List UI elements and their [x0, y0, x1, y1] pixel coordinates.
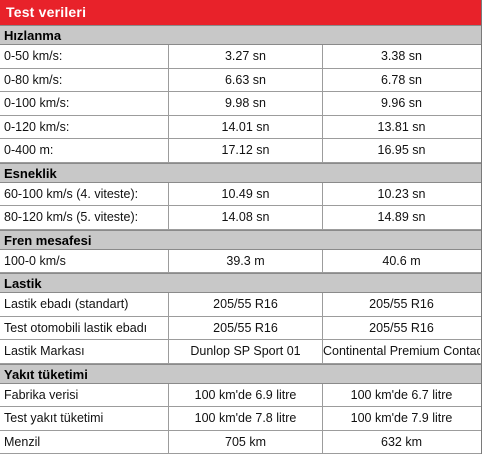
section-header: Lastik — [0, 273, 481, 293]
table-row: 0-50 km/s: 3.27 sn 3.38 sn — [0, 45, 481, 69]
row-label: Menzil — [4, 434, 41, 449]
table-row: Test yakıt tüketimi 100 km'de 7.8 litre 10… — [0, 407, 481, 431]
car-2-value: 205/55 R16 — [322, 316, 480, 339]
row-label: Lastik Markası — [4, 344, 85, 358]
row-label: Lastik ebadı (standart) — [4, 297, 129, 311]
table-row: Test otomobili lastik ebadı 205/55 R16 205… — [0, 316, 481, 340]
car-1-value: 100 km'de 6.9 litre — [168, 383, 322, 406]
table-row: 100-0 km/s 39.3 m 40.6 m — [0, 249, 481, 273]
car-2-value: 14.89 sn — [322, 206, 480, 229]
car-2-value: 40.6 m — [322, 249, 480, 272]
car-2-value: 10.23 sn — [322, 182, 480, 205]
table-row: Lastik ebadı (standart) 205/55 R16 205/55 … — [0, 293, 481, 317]
row-label: 80-120 km/s (5. viteste): — [4, 210, 139, 224]
car-1-value: 205/55 R16 — [168, 316, 322, 339]
car-1-value: 205/55 R16 — [168, 293, 322, 316]
row-label: 0-400 m: — [4, 143, 54, 157]
car-2-value: 100 km'de 7.9 litre — [322, 407, 480, 430]
car-2-value: 632 km — [322, 430, 480, 453]
row-label: 100-0 km/s — [4, 253, 66, 268]
car-2-value: 6.78 sn — [322, 68, 480, 91]
row-label: 0-50 km/s: — [4, 49, 63, 63]
section-header: Fren mesafesi — [0, 229, 481, 250]
car-1-value: 3.27 sn — [168, 45, 322, 68]
car-2-value: 3.38 sn — [322, 45, 480, 68]
table-row: 0-100 km/s: 9.98 sn 9.96 sn — [0, 92, 481, 116]
car-2-value: 205/55 R16 — [322, 293, 480, 316]
table-row: Lastik Markası Dunlop SP Sport 01 Continen… — [0, 340, 481, 364]
row-label: Test yakıt tüketimi — [4, 411, 104, 425]
row-label: Fabrika verisi — [4, 387, 79, 402]
row-label: 0-120 km/s: — [4, 119, 70, 134]
row-label: 60-100 km/s (4. viteste): — [4, 186, 139, 201]
car-1-value: 9.98 sn — [168, 92, 322, 115]
table-row: 60-100 km/s (4. viteste): 10.49 sn 10.23 s… — [0, 182, 481, 206]
table-row: Menzil 705 km 632 km — [0, 430, 481, 454]
table-title: Test verileri — [0, 0, 481, 25]
table-row: 80-120 km/s (5. viteste): 14.08 sn 14.89 s… — [0, 206, 481, 230]
table-body: Hızlanma 0-50 km/s: 3.27 sn 3.38 sn 0-80 km/… — [0, 25, 481, 454]
table-row: 0-120 km/s: 14.01 sn 13.81 sn — [0, 115, 481, 139]
section-header: Yakıt tüketimi — [0, 363, 481, 384]
car-1-value: 6.63 sn — [168, 68, 322, 91]
row-label: 0-80 km/s: — [4, 72, 63, 87]
row-label: Test otomobili lastik ebadı — [4, 320, 148, 335]
row-label: 0-100 km/s: — [4, 96, 70, 110]
car-2-value: 16.95 sn — [322, 139, 480, 162]
car-1-value: Dunlop SP Sport 01 — [168, 340, 322, 363]
car-2-value: Continental Premium Contact2 — [322, 340, 480, 363]
car-1-value: 14.08 sn — [168, 206, 322, 229]
table-row: 0-400 m: 17.12 sn 16.95 sn — [0, 139, 481, 163]
section-header: Hızlanma — [0, 25, 481, 45]
car-1-value: 17.12 sn — [168, 139, 322, 162]
car-1-value: 100 km'de 7.8 litre — [168, 407, 322, 430]
car-1-value: 10.49 sn — [168, 182, 322, 205]
car-1-value: 705 km — [168, 430, 322, 453]
car-2-value: 100 km'de 6.7 litre — [322, 383, 480, 406]
section-header: Esneklik — [0, 162, 481, 183]
car-2-value: 9.96 sn — [322, 92, 480, 115]
car-1-value: 39.3 m — [168, 249, 322, 272]
car-1-value: 14.01 sn — [168, 115, 322, 138]
car-2-value: 13.81 sn — [322, 115, 480, 138]
table-row: 0-80 km/s: 6.63 sn 6.78 sn — [0, 68, 481, 92]
table-row: Fabrika verisi 100 km'de 6.9 litre 100 km'… — [0, 383, 481, 407]
